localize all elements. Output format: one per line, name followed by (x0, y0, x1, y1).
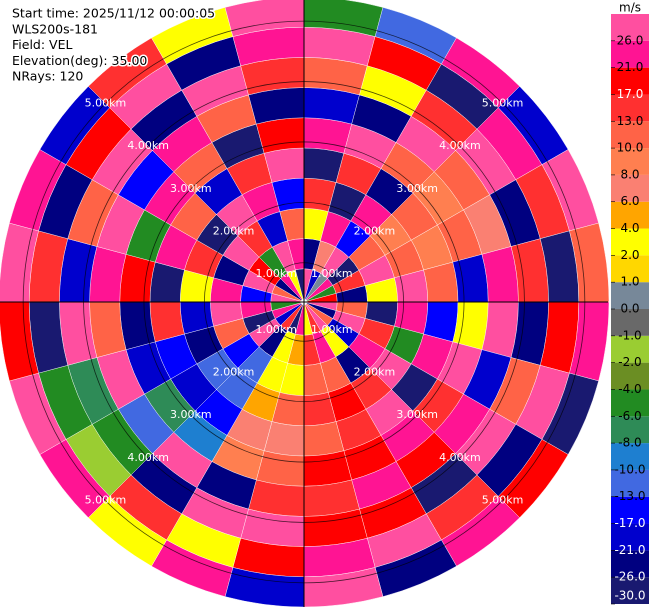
gate (452, 254, 489, 303)
range-label: 4.00km (439, 451, 481, 464)
range-label: 4.00km (439, 139, 481, 152)
colorbar-segment (611, 121, 649, 149)
range-label: 4.00km (127, 451, 169, 464)
range-label: 5.00km (482, 96, 524, 109)
range-label: 5.00km (85, 96, 127, 109)
colorbar-segment (611, 362, 649, 390)
range-label: 3.00km (170, 182, 212, 195)
colorbar-segment (611, 523, 649, 551)
colorbar-segment (611, 255, 649, 283)
colorbar-segment (611, 469, 649, 497)
colorbar-tick-label: -10.0 (614, 462, 645, 476)
range-label: 3.00km (170, 408, 212, 421)
range-label: 1.00km (311, 323, 353, 336)
colorbar-segment (611, 67, 649, 95)
colorbar-tick-label: 21.0 (617, 60, 644, 74)
colorbar: -30.0 -26.0 -21.0 -17.0 -13.0 -10.0 -8.0 -6.0 -4… (611, 1, 649, 605)
range-label: 1.00km (255, 267, 297, 280)
colorbar-segment (611, 389, 649, 417)
colorbar-segment (611, 94, 649, 122)
info-line: Start time: 2025/11/12 00:00:05 (12, 6, 215, 21)
colorbar-tick-label: -6.0 (618, 409, 641, 423)
colorbar-tick-label: 13.0 (617, 114, 644, 128)
colorbar-tick-label: 6.0 (620, 194, 639, 208)
colorbar-segment (611, 416, 649, 444)
colorbar-tick-label: 1.0 (620, 275, 639, 289)
info-line: Field: VEL (12, 37, 72, 52)
colorbar-segment (611, 174, 649, 202)
colorbar-segment (611, 577, 649, 604)
gate (119, 301, 156, 350)
colorbar-segment (611, 550, 649, 578)
colorbar-segment (611, 335, 649, 363)
colorbar-tick-label: 0.0 (620, 302, 639, 316)
info-line: Elevation(deg): 35.00 (12, 53, 147, 68)
gate-layer (0, 0, 610, 608)
colorbar-segment (611, 496, 649, 524)
range-label: 5.00km (482, 494, 524, 507)
colorbar-segment (611, 14, 649, 41)
colorbar-segment (611, 148, 649, 175)
colorbar-tick-label: -26.0 (614, 570, 645, 584)
colorbar-tick-label: 10.0 (617, 141, 644, 155)
label-layer: 1.00km 1.00km 1.00km 1.00km 2.00km 2.00km 2.00… (85, 96, 524, 506)
gate (256, 117, 305, 154)
colorbar-tick-label: 17.0 (617, 87, 644, 101)
colorbar-tick-label: 8.0 (620, 167, 639, 181)
info-line: NRays: 120 (12, 69, 83, 84)
colorbar-tick-label: -21.0 (614, 543, 645, 557)
colorbar-segment (611, 201, 649, 229)
colorbar-tick-label: -2.0 (618, 355, 641, 369)
colorbar-tick-label: -8.0 (618, 436, 641, 450)
colorbar-tick-label: -30.0 (614, 589, 645, 603)
gate (303, 450, 352, 487)
colorbar-tick-label: -17.0 (614, 516, 645, 530)
range-label: 3.00km (396, 182, 438, 195)
colorbar-tick-label: -4.0 (618, 382, 641, 396)
colorbar-label: m/s (619, 1, 641, 15)
range-label: 4.00km (127, 139, 169, 152)
range-label: 2.00km (354, 225, 396, 238)
gate (0, 301, 39, 382)
gate (452, 301, 489, 350)
info-block: Start time: 2025/11/12 00:00:05WLS200s-1… (11, 4, 217, 85)
colorbar-tick-label: 2.0 (620, 248, 639, 262)
range-label: 1.00km (311, 267, 353, 280)
colorbar-segment (611, 228, 649, 256)
info-line: WLS200s-181 (12, 21, 98, 36)
gate (303, 117, 352, 154)
colorbar-segment (611, 443, 649, 470)
colorbar-tick-label: 26.0 (617, 33, 644, 47)
colorbar-segment (611, 309, 649, 336)
range-label: 2.00km (213, 225, 255, 238)
gate (119, 254, 156, 303)
colorbar-tick-label: 4.0 (620, 221, 639, 235)
range-label: 2.00km (354, 365, 396, 378)
range-label: 5.00km (85, 494, 127, 507)
range-label: 1.00km (255, 323, 297, 336)
gate (256, 450, 305, 487)
colorbar-segment (611, 40, 649, 68)
colorbar-tick-label: -13.0 (614, 489, 645, 503)
colorbar-tick-label: -1.0 (618, 328, 641, 342)
colorbar-segment (611, 282, 649, 309)
range-label: 2.00km (213, 365, 255, 378)
range-label: 3.00km (396, 408, 438, 421)
